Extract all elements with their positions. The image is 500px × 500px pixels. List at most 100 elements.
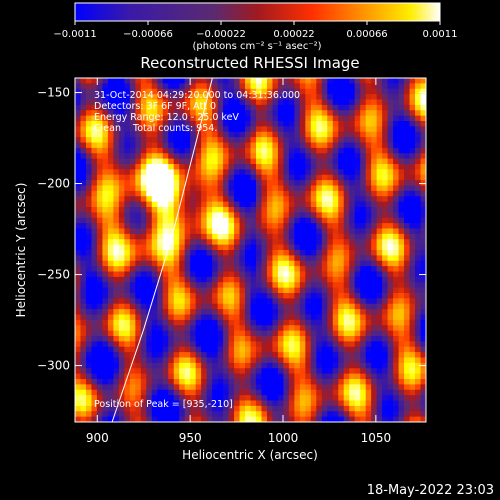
heatmap-cell bbox=[239, 190, 246, 197]
heatmap-cell bbox=[80, 233, 87, 240]
heatmap-cell bbox=[404, 207, 410, 213]
heatmap-cell bbox=[310, 212, 317, 219]
heatmap-cell bbox=[96, 405, 103, 412]
heatmap-cell bbox=[338, 164, 345, 170]
heatmap-cell bbox=[91, 212, 98, 219]
heatmap-cell bbox=[234, 352, 240, 358]
heatmap-cell bbox=[250, 362, 257, 369]
heatmap-cell bbox=[272, 325, 279, 332]
heatmap-cell bbox=[283, 411, 290, 418]
heatmap-cell bbox=[212, 207, 218, 213]
heatmap-cell bbox=[184, 131, 191, 138]
heatmap-cell bbox=[255, 379, 262, 385]
heatmap-cell bbox=[360, 190, 367, 197]
heatmap-cell bbox=[179, 341, 186, 348]
heatmap-cell bbox=[91, 276, 98, 283]
heatmap-cell bbox=[190, 346, 197, 353]
heatmap-cell bbox=[102, 255, 109, 262]
heatmap-cell bbox=[179, 379, 186, 385]
heatmap-cell bbox=[168, 282, 175, 289]
heatmap-cell bbox=[382, 88, 389, 95]
heatmap-cell bbox=[393, 228, 399, 235]
heatmap-cell bbox=[118, 309, 125, 315]
heatmap-cell bbox=[113, 255, 120, 262]
heatmap-cell bbox=[217, 250, 224, 256]
heatmap-cell bbox=[107, 298, 114, 305]
heatmap-cell bbox=[420, 287, 426, 294]
heatmap-cell bbox=[245, 336, 251, 342]
heatmap-cell bbox=[195, 379, 202, 385]
heatmap-cell bbox=[201, 190, 208, 197]
heatmap-cell bbox=[223, 379, 229, 385]
heatmap-cell bbox=[201, 228, 208, 235]
heatmap-cell bbox=[195, 276, 202, 283]
heatmap-cell bbox=[173, 78, 180, 84]
heatmap-cell bbox=[250, 379, 257, 385]
heatmap-cell bbox=[299, 207, 306, 213]
heatmap-cell bbox=[360, 223, 367, 229]
heatmap-cell bbox=[382, 362, 389, 369]
heatmap-cell bbox=[75, 405, 81, 412]
heatmap-cell bbox=[140, 416, 147, 422]
heatmap-cell bbox=[151, 271, 158, 278]
heatmap-cell bbox=[354, 239, 361, 246]
heatmap-cell bbox=[162, 158, 169, 165]
heatmap-cell bbox=[272, 416, 279, 422]
heatmap-cell bbox=[327, 373, 334, 380]
heatmap-cell bbox=[151, 373, 158, 380]
heatmap-cell bbox=[365, 94, 372, 100]
heatmap-cell bbox=[201, 293, 208, 299]
heatmap-cell bbox=[190, 336, 197, 342]
heatmap-cell bbox=[129, 276, 136, 283]
heatmap-cell bbox=[299, 250, 306, 256]
heatmap-cell bbox=[376, 121, 383, 127]
heatmap-cell bbox=[223, 368, 229, 375]
heatmap-cell bbox=[261, 196, 268, 203]
heatmap-cell bbox=[349, 131, 356, 138]
heatmap-cell bbox=[173, 131, 180, 138]
heatmap-cell bbox=[146, 110, 153, 117]
heatmap-cell bbox=[146, 325, 153, 332]
heatmap-cell bbox=[135, 357, 142, 364]
heatmap-cell bbox=[310, 260, 317, 267]
heatmap-cell bbox=[277, 411, 284, 418]
heatmap-cell bbox=[420, 293, 426, 299]
heatmap-cell bbox=[382, 352, 389, 358]
heatmap-cell bbox=[382, 303, 389, 310]
heatmap-cell bbox=[266, 395, 273, 401]
heatmap-cell bbox=[217, 260, 224, 267]
heatmap-cell bbox=[398, 352, 405, 358]
heatmap-cell bbox=[129, 400, 136, 407]
heatmap-cell bbox=[234, 233, 240, 240]
heatmap-cell bbox=[420, 131, 426, 138]
heatmap-cell bbox=[124, 314, 131, 321]
heatmap-cell bbox=[157, 325, 164, 332]
heatmap-cell bbox=[354, 126, 361, 133]
heatmap-cell bbox=[75, 319, 81, 326]
heatmap-cell bbox=[135, 180, 142, 186]
heatmap-cell bbox=[327, 180, 334, 186]
heatmap-cell bbox=[228, 131, 235, 138]
heatmap-cell bbox=[195, 282, 202, 289]
heatmap-cell bbox=[393, 379, 399, 385]
heatmap-cell bbox=[129, 346, 136, 353]
heatmap-cell bbox=[151, 131, 158, 138]
heatmap-cell bbox=[409, 196, 416, 203]
heatmap-cell bbox=[228, 352, 235, 358]
heatmap-cell bbox=[184, 99, 191, 106]
heatmap-cell bbox=[212, 330, 218, 337]
heatmap-cell bbox=[299, 271, 306, 278]
heatmap-cell bbox=[162, 164, 169, 170]
heatmap-cell bbox=[420, 282, 426, 289]
heatmap-cell bbox=[354, 137, 361, 143]
heatmap-cell bbox=[266, 411, 273, 418]
heatmap-cell bbox=[146, 88, 153, 95]
heatmap-cell bbox=[162, 368, 169, 375]
heatmap-cell bbox=[288, 325, 295, 332]
heatmap-cell bbox=[195, 395, 202, 401]
heatmap-cell bbox=[261, 94, 268, 100]
heatmap-cell bbox=[179, 212, 186, 219]
heatmap-cell bbox=[140, 131, 147, 138]
heatmap-cell bbox=[277, 126, 284, 133]
heatmap-cell bbox=[409, 389, 416, 396]
